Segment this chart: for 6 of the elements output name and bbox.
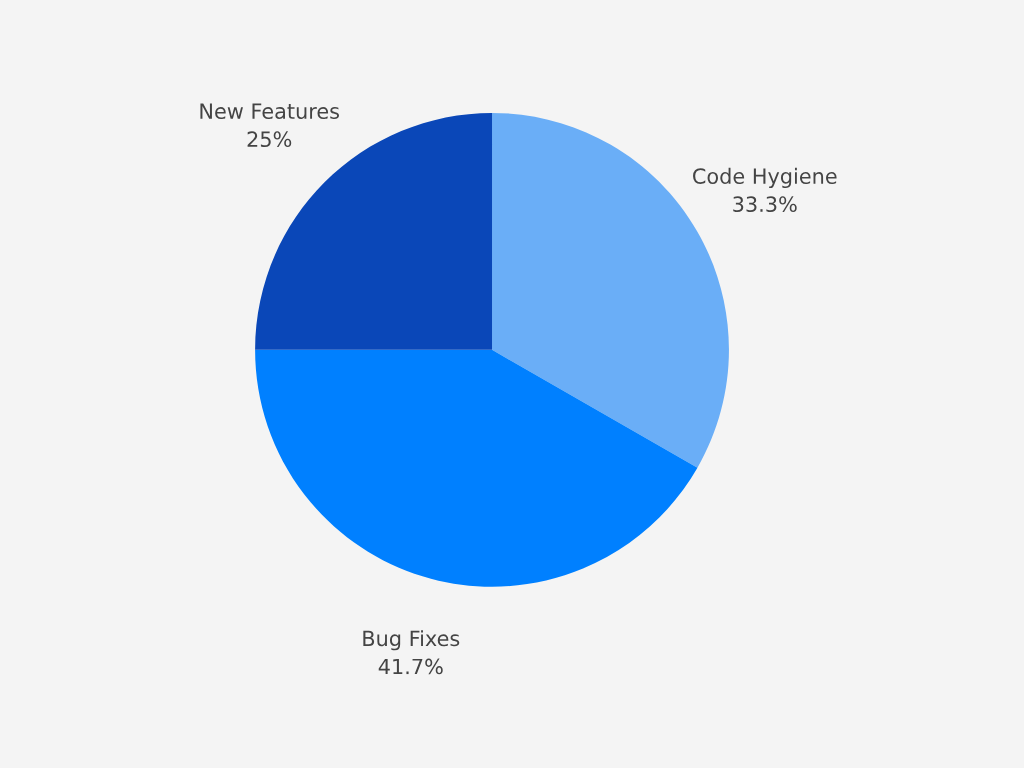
slice-label: Code Hygiene <box>693 167 837 189</box>
data-label: 25% <box>247 131 292 148</box>
data-label: 33.3% <box>733 196 797 213</box>
data-label: 41.7% <box>378 658 443 675</box>
slice-label: Bug Fixes <box>363 630 460 651</box>
slice-label: New Features <box>200 103 340 120</box>
